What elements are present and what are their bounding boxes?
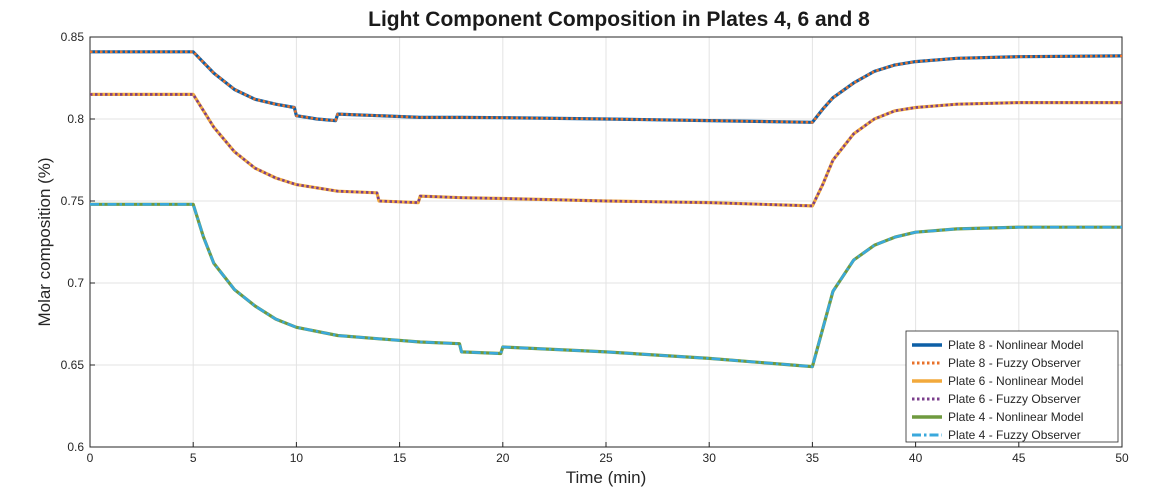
chart-title: Light Component Composition in Plates 4,… (368, 8, 870, 31)
series-line-plate-6-fuzzy-observer (90, 93, 1122, 208)
series-layer (90, 50, 1123, 369)
y-tick-label: 0.75 (61, 194, 85, 208)
y-tick-label: 0.65 (61, 358, 85, 372)
legend-label: Plate 8 - Nonlinear Model (948, 338, 1083, 352)
axis-ticks: 0 5 10 15 20 25 30 35 40 45 50 0.6 0.65 0.7 0.75 0.8 0.8… (61, 30, 1129, 465)
y-tick-label: 0.85 (61, 30, 85, 44)
x-axis-label: Time (min) (566, 468, 647, 487)
x-tick-label: 5 (190, 451, 197, 465)
x-tick-label: 0 (87, 451, 94, 465)
x-tick-label: 15 (393, 451, 407, 465)
x-tick-label: 45 (1012, 451, 1026, 465)
y-tick-label: 0.6 (67, 440, 84, 454)
y-tick-label: 0.8 (67, 112, 84, 126)
series-line-plate-4-nonlinear-model (90, 202, 1122, 369)
legend-label: Plate 8 - Fuzzy Observer (948, 356, 1081, 370)
x-tick-label: 40 (909, 451, 923, 465)
legend-label: Plate 6 - Fuzzy Observer (948, 392, 1081, 406)
x-tick-label: 30 (703, 451, 717, 465)
x-tick-label: 10 (290, 451, 304, 465)
legend-label: Plate 4 - Nonlinear Model (948, 410, 1083, 424)
y-axis-label: Molar composition (%) (35, 157, 54, 326)
y-tick-label: 0.7 (67, 276, 84, 290)
legend-label: Plate 6 - Nonlinear Model (948, 374, 1083, 388)
legend-box (905, 330, 1119, 443)
x-tick-label: 50 (1115, 451, 1129, 465)
series-line-plate-8-fuzzy-observer (90, 50, 1123, 124)
legend: Plate 8 - Nonlinear Model Plate 8 - Fuzzy… (905, 330, 1119, 443)
x-tick-label: 25 (599, 451, 613, 465)
legend-label: Plate 4 - Fuzzy Observer (948, 428, 1081, 442)
x-tick-label: 20 (496, 451, 510, 465)
x-tick-label: 35 (806, 451, 820, 465)
